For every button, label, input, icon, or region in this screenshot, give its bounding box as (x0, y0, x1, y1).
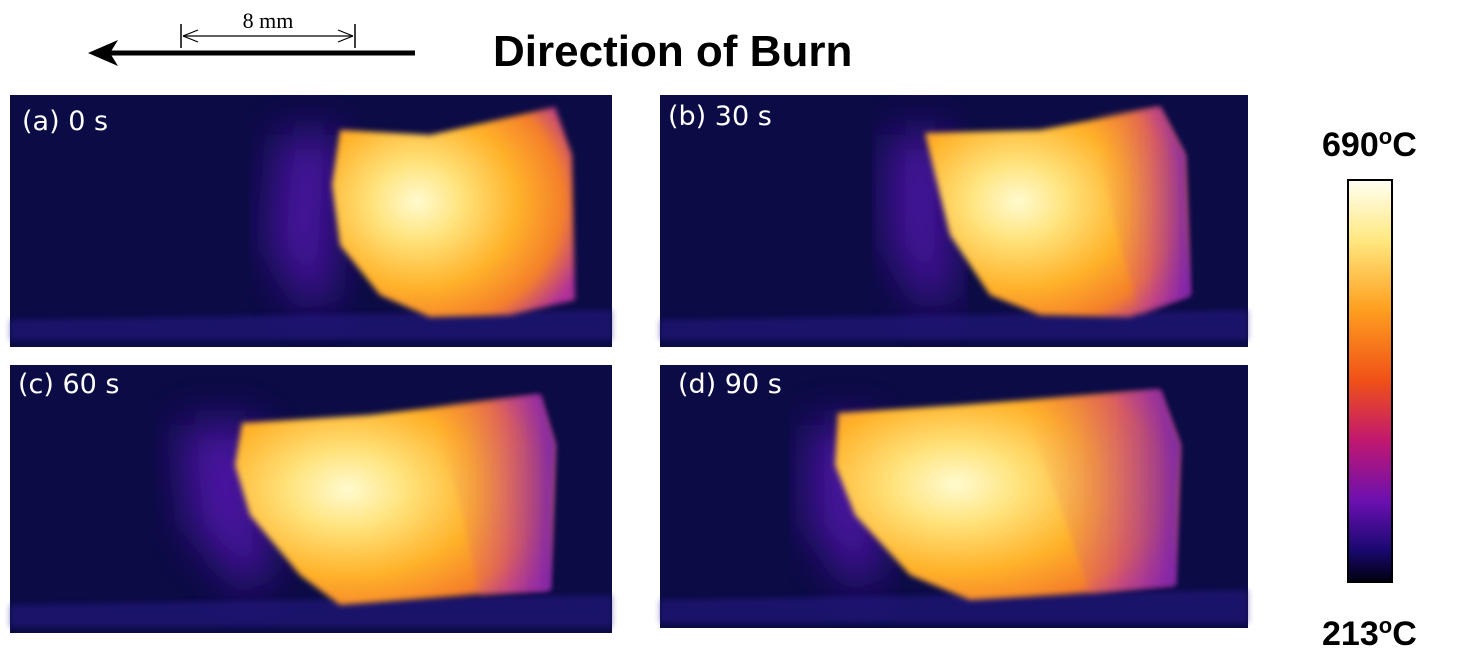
panel-label: (c) 60 s (18, 369, 120, 400)
colorbar-max-degree: o (1379, 124, 1392, 149)
panel-label: (d) 90 s (678, 369, 782, 400)
figure: 8 mm Direction of Burn (a) 0 s (b) 30 s … (0, 0, 1468, 653)
scale-label: 8 mm (243, 8, 294, 33)
panel: (a) 0 s (10, 95, 612, 347)
colorbar-min-degree: o (1379, 613, 1392, 638)
panel: (b) 30 s (660, 95, 1248, 347)
colorbar-max-label: 690oC (1322, 124, 1417, 164)
title: Direction of Burn (493, 27, 852, 76)
colorbar (1348, 180, 1392, 582)
panel-label: (b) 30 s (668, 101, 772, 132)
colorbar-max-number: 690 (1322, 126, 1379, 164)
colorbar-max-unit: C (1392, 126, 1417, 164)
colorbar-min-unit: C (1392, 615, 1417, 653)
colorbar-min-number: 213 (1322, 615, 1379, 653)
panel-label: (a) 0 s (22, 106, 108, 137)
panel: (c) 60 s (10, 365, 612, 633)
colorbar-min-label: 213oC (1322, 613, 1417, 653)
panel: (d) 90 s (660, 365, 1248, 628)
